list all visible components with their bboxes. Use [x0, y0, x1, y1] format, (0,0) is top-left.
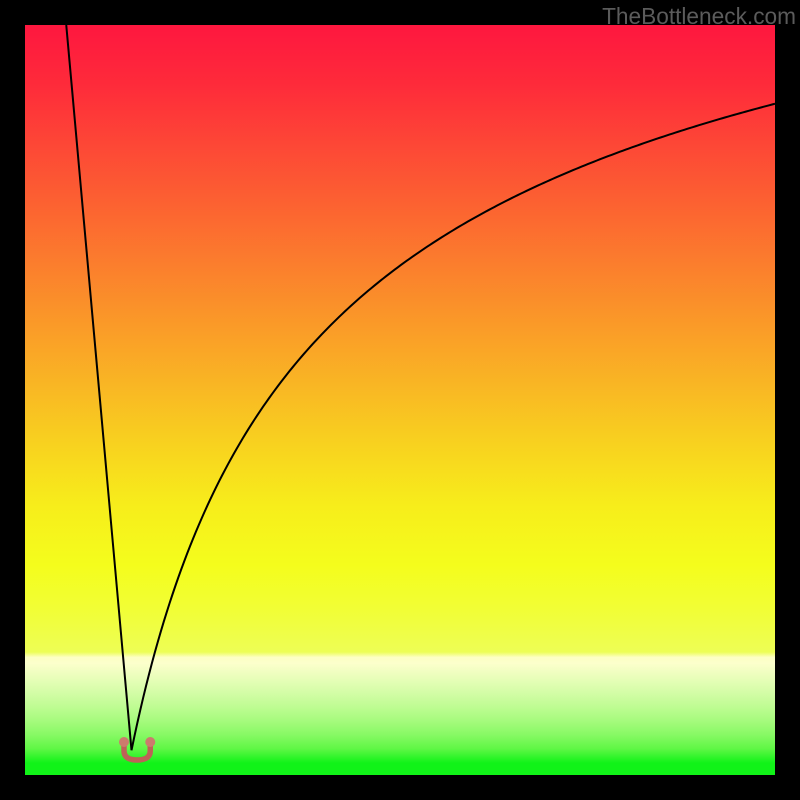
valley-endpoint-marker — [119, 737, 129, 747]
watermark-text: TheBottleneck.com — [602, 3, 796, 30]
chart-stage: TheBottleneck.com — [0, 0, 800, 800]
valley-endpoint-marker — [145, 737, 155, 747]
plot-svg — [25, 25, 775, 775]
plot-area — [25, 25, 775, 775]
